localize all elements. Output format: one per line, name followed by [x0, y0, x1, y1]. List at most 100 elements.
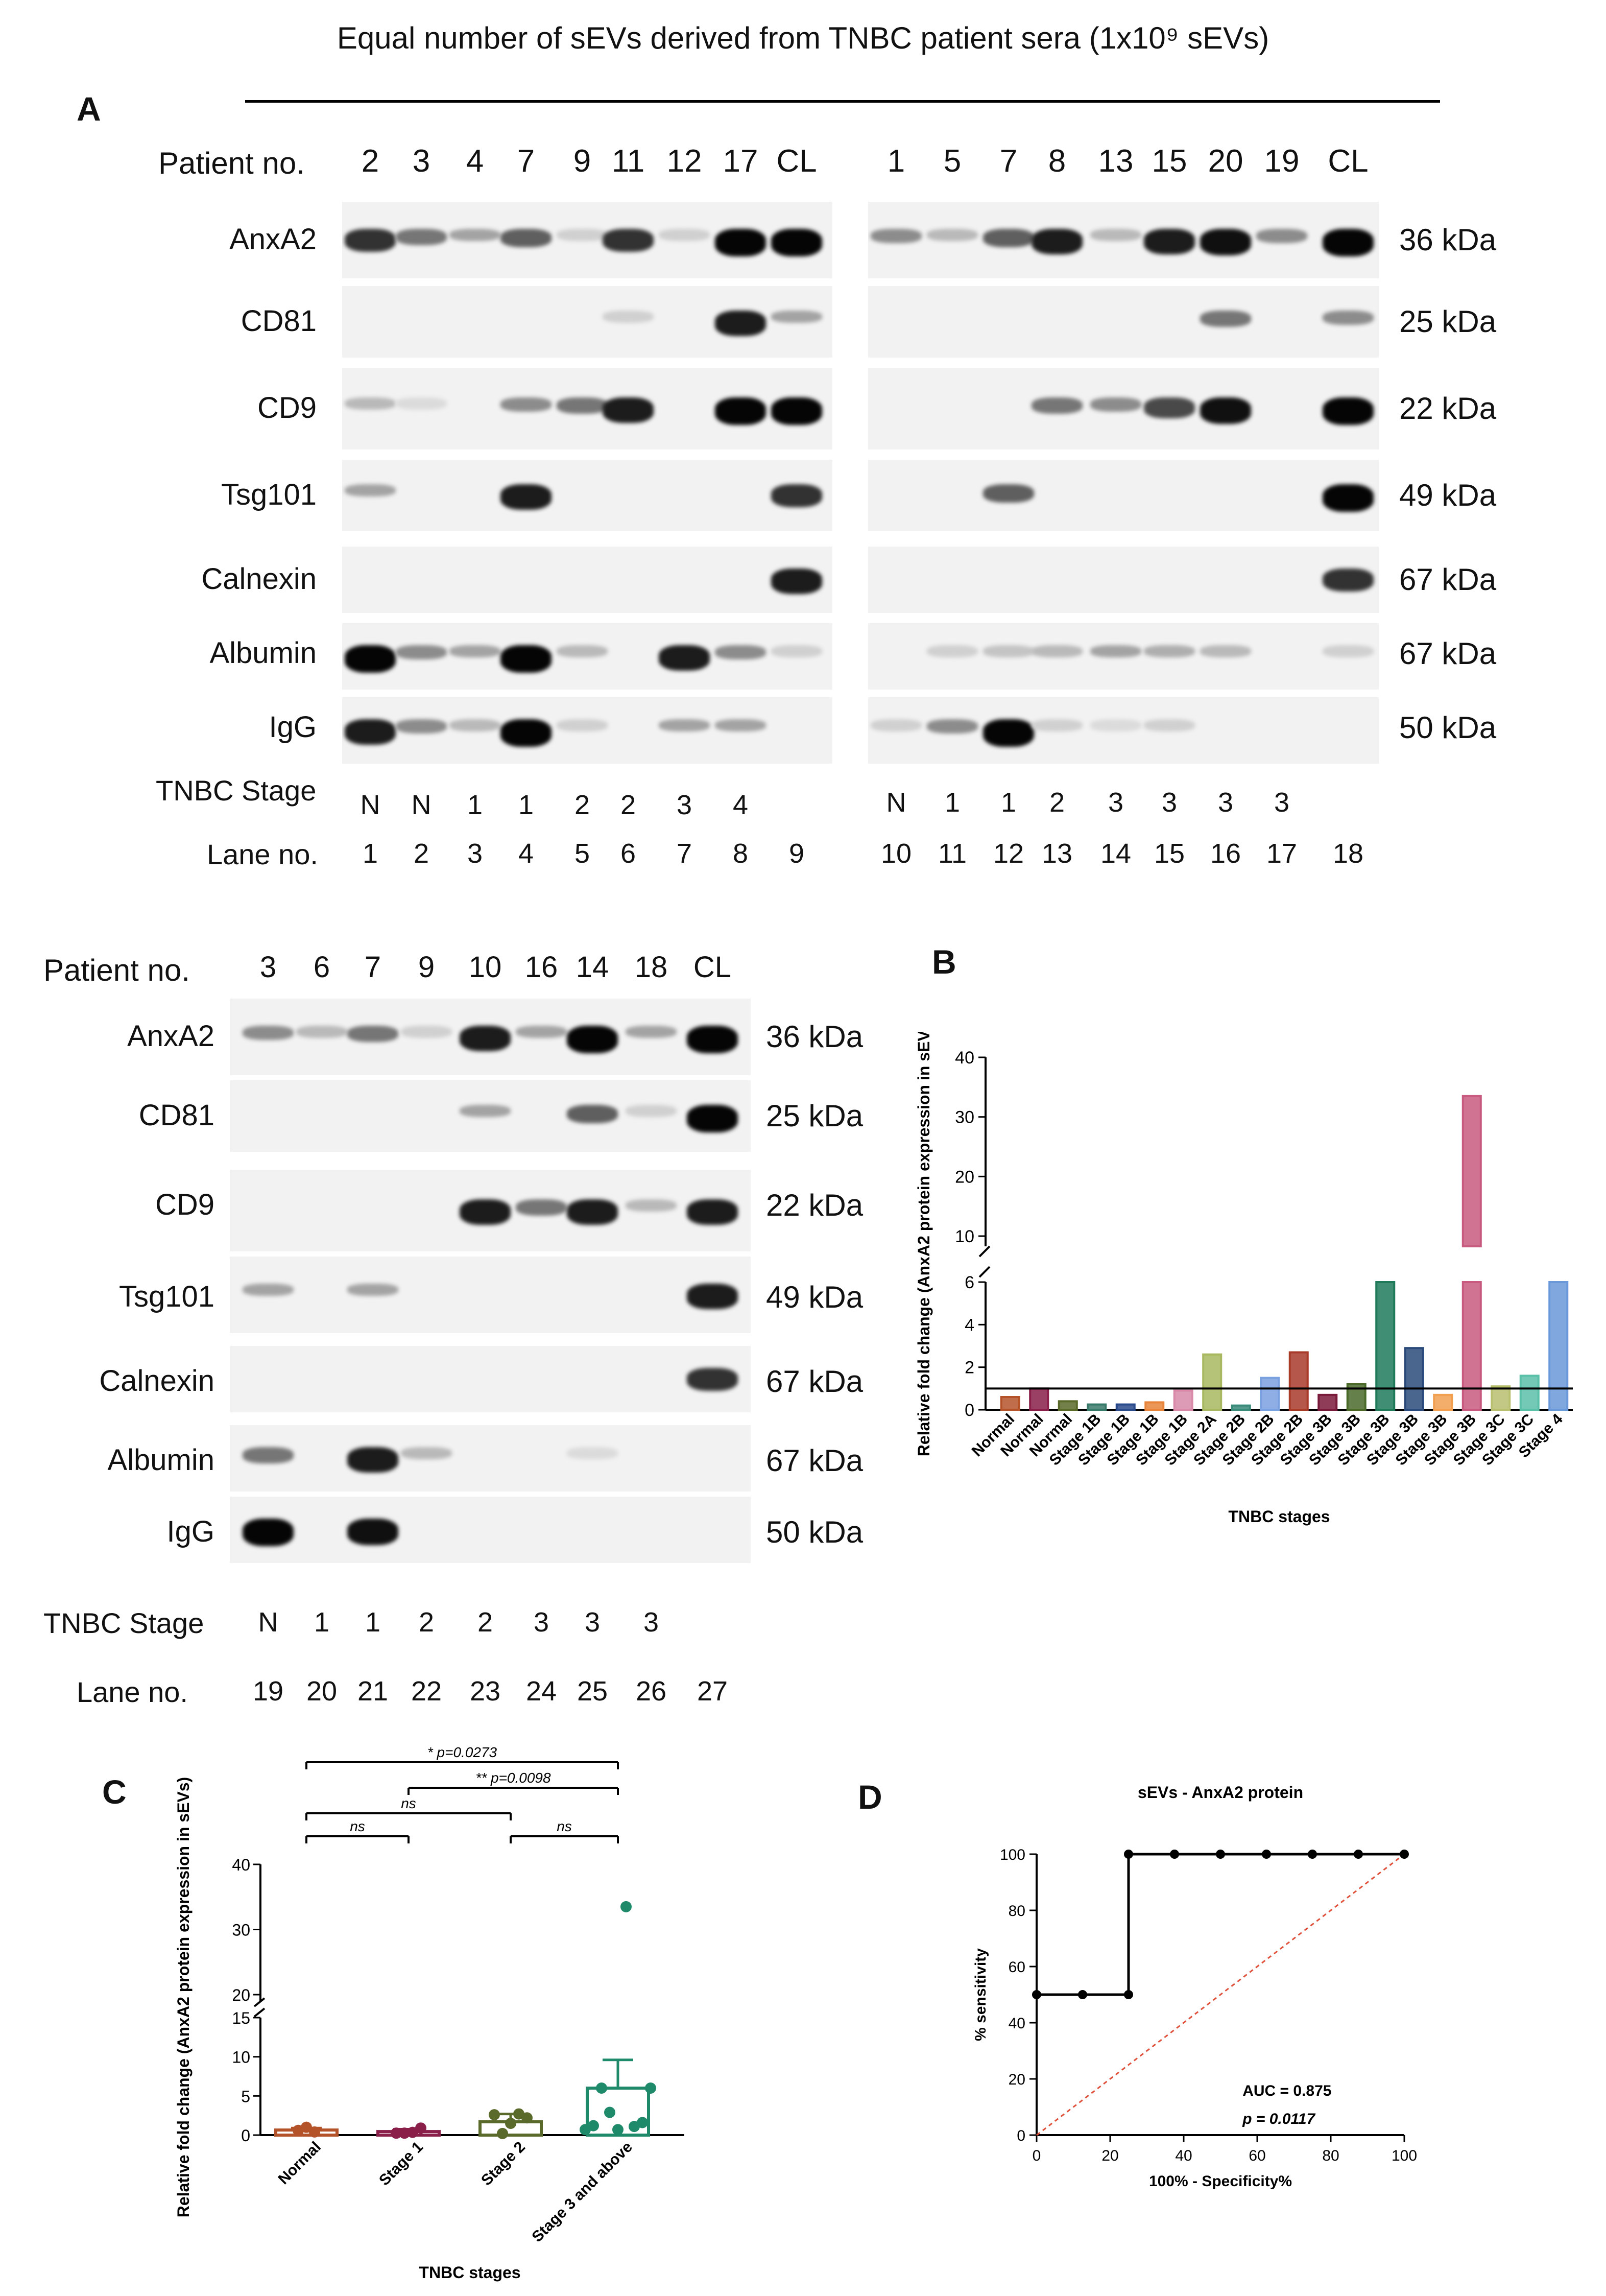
blot-band — [500, 229, 552, 248]
stage-value: 1 — [314, 1607, 330, 1638]
roc-point — [1124, 1990, 1133, 1999]
protein-label: Tsg101 — [221, 478, 317, 511]
lane-number: 7 — [676, 838, 692, 869]
patient-label: Patient no. — [43, 953, 190, 987]
patient-number: CL — [776, 144, 817, 179]
kda-label: 67 kDa — [766, 1364, 864, 1399]
lane-number: 9 — [788, 838, 805, 869]
protein-label: Albumin — [107, 1443, 214, 1477]
blot-band — [687, 1105, 738, 1132]
kda-label: 49 kDa — [766, 1280, 864, 1314]
blot-band — [626, 1199, 677, 1212]
blot-band — [1144, 645, 1195, 657]
lane-number: 21 — [357, 1676, 389, 1707]
blot-band — [557, 397, 608, 414]
x-tick-label: 60 — [1249, 2147, 1265, 2164]
blot-strip — [342, 202, 832, 278]
lane-number: 4 — [518, 838, 534, 869]
blot-band — [771, 229, 822, 256]
x-tick-label: Normal — [275, 2139, 324, 2188]
data-point — [521, 2112, 533, 2124]
stage-label: TNBC Stage — [43, 1607, 204, 1639]
patient-number: 1 — [887, 144, 905, 179]
blot-band — [927, 719, 978, 733]
patient-number: 9 — [573, 144, 591, 179]
blot-band — [771, 569, 822, 594]
patient-number: 18 — [634, 951, 668, 984]
lane-number: 12 — [993, 838, 1024, 869]
blot-strip — [342, 368, 832, 449]
blot-band — [983, 645, 1034, 657]
y-tick-label: 100 — [1000, 1847, 1025, 1863]
y-axis-title: Relative fold change (AnxA2 protein expr… — [174, 1777, 193, 2217]
stage-value: 3 — [1161, 787, 1178, 818]
bar — [1375, 1281, 1396, 1411]
lane-number: 11 — [938, 838, 967, 869]
stage-value: 3 — [676, 790, 692, 820]
axis-break-mark — [978, 1266, 991, 1278]
lane-number: 14 — [1100, 838, 1132, 869]
lane-number: 18 — [1332, 838, 1364, 869]
y-tick-label: 0 — [1017, 2127, 1025, 2144]
blot-strip — [868, 697, 1379, 764]
blot-band — [687, 1199, 738, 1225]
blot-band — [449, 229, 500, 241]
stage-value: N — [411, 790, 432, 820]
y-tick-label: 20 — [1009, 2071, 1025, 2088]
axis-break-mark — [253, 2007, 266, 2018]
blot-band — [449, 645, 500, 657]
bar — [1058, 1400, 1078, 1411]
lane-number: 2 — [413, 838, 429, 869]
kda-label: 22 kDa — [766, 1188, 864, 1222]
blot-strip — [230, 1170, 751, 1251]
bar — [1087, 1403, 1107, 1411]
significance-label: * p=0.0273 — [427, 1744, 497, 1760]
protein-label: Tsg101 — [118, 1280, 214, 1313]
patient-number: 10 — [468, 951, 502, 984]
bar — [1461, 1095, 1482, 1247]
lane-number: 19 — [252, 1676, 284, 1707]
blot-strip — [342, 460, 832, 531]
lane-number: 3 — [467, 838, 483, 869]
lane-number: 15 — [1154, 838, 1185, 869]
blot-band — [715, 397, 766, 425]
y-tick-label: 15 — [232, 2009, 250, 2027]
x-tick-label: Stage 1 — [376, 2139, 426, 2189]
reference-diagonal — [1036, 1853, 1405, 2136]
blot-band — [626, 1026, 677, 1038]
bar — [1317, 1393, 1338, 1411]
lane-number: 6 — [620, 838, 636, 869]
blot-band — [345, 719, 396, 745]
lane-label: Lane no. — [77, 1676, 188, 1708]
blot-band — [345, 645, 396, 673]
blot-band — [983, 719, 1034, 747]
blot-strip — [342, 697, 832, 764]
patient-number: 6 — [313, 951, 330, 984]
blot-band — [771, 484, 822, 508]
blot-band — [460, 1199, 511, 1225]
patient-number: 17 — [723, 144, 758, 179]
roc-point — [1400, 1850, 1409, 1859]
lane-number: 5 — [574, 838, 590, 869]
blot-band — [687, 1026, 738, 1053]
stage-value: 1 — [944, 787, 961, 818]
blot-band — [927, 229, 978, 241]
patient-number: CL — [693, 951, 732, 984]
panel-c-label: C — [102, 1773, 127, 1811]
blot-band — [243, 1519, 294, 1546]
bar — [1491, 1385, 1511, 1411]
kda-label: 50 kDa — [766, 1515, 864, 1549]
blot-band — [771, 397, 822, 425]
blot-band — [1323, 569, 1374, 592]
x-axis-title: TNBC stages — [419, 2263, 520, 2282]
blot-band — [1323, 311, 1374, 325]
data-point — [489, 2109, 500, 2121]
blot-band — [516, 1199, 567, 1216]
bar — [1288, 1351, 1309, 1411]
protein-label: IgG — [166, 1515, 215, 1548]
y-tick-label: 20 — [232, 1986, 250, 2004]
title-rule — [245, 100, 1440, 103]
y-tick-label: 6 — [965, 1273, 974, 1292]
blot-band — [603, 229, 654, 252]
blot-band — [516, 1026, 567, 1038]
